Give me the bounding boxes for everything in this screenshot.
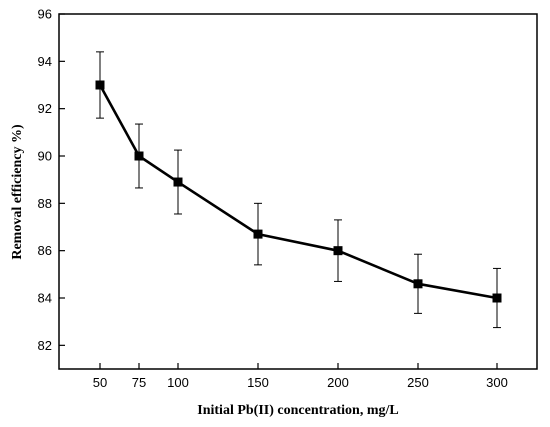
x-tick-label-50: 50 [93, 375, 107, 390]
y-axis: 82 84 86 88 90 92 94 96 [38, 7, 65, 353]
y-tick-label-82: 82 [38, 338, 52, 353]
y-tick-label-88: 88 [38, 196, 52, 211]
data-point-250 [413, 279, 423, 289]
x-tick-label-75: 75 [132, 375, 146, 390]
y-tick-label-86: 86 [38, 243, 52, 258]
x-tick-label-200: 200 [327, 375, 349, 390]
y-tick-label-94: 94 [38, 54, 52, 69]
y-tick-label-84: 84 [38, 291, 52, 306]
data-point-300 [492, 293, 502, 303]
x-axis: 50 75 100 150 200 250 300 [93, 363, 508, 390]
y-tick-label-96: 96 [38, 7, 52, 22]
x-tick-label-100: 100 [167, 375, 189, 390]
y-axis-title: Removal efficiency %) [10, 124, 25, 260]
data-point-200 [333, 246, 343, 256]
plot-frame [58, 13, 538, 370]
x-tick-label-150: 150 [247, 375, 269, 390]
data-point-150 [253, 229, 263, 239]
data-point-100 [173, 177, 183, 187]
y-tick-label-92: 92 [38, 101, 52, 116]
x-tick-label-300: 300 [486, 375, 508, 390]
series-group [95, 51, 502, 329]
series-line [98, 84, 498, 300]
x-axis-title: Initial Pb(II) concentration, mg/L [197, 403, 398, 418]
x-tick-label-250: 250 [407, 375, 429, 390]
y-tick-label-90: 90 [38, 149, 52, 164]
data-point-50 [95, 80, 105, 90]
data-point-75 [134, 151, 144, 161]
